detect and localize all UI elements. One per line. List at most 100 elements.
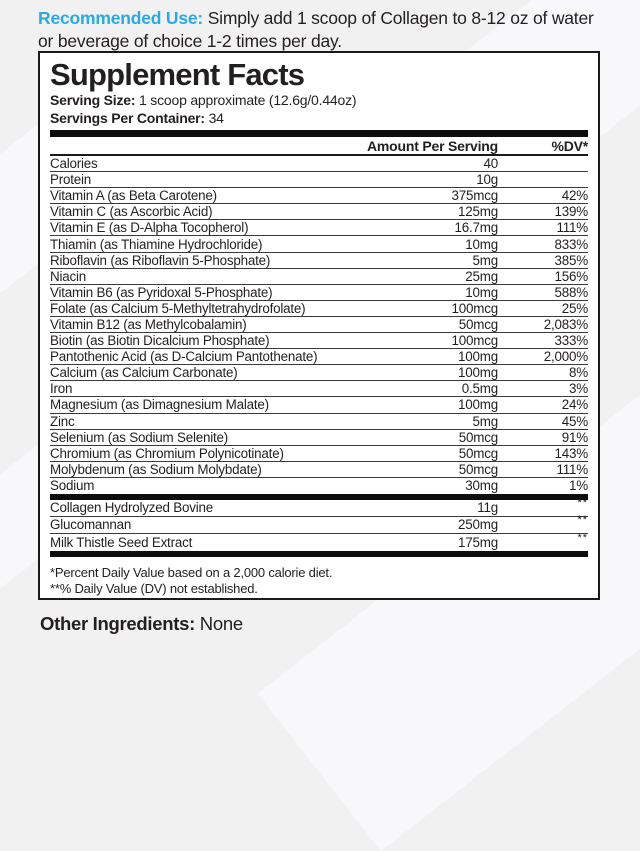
- ingredient-name: Protein: [50, 172, 92, 188]
- ingredient-name: Pantothenic Acid (as D-Calcium Pantothen…: [50, 349, 318, 365]
- ingredient-name: Milk Thistle Seed Extract: [50, 534, 193, 550]
- page-background: { "colors": { "accent": "#29abe2", "text…: [38, 7, 604, 635]
- ingredient-dv-value: 45%: [561, 413, 588, 429]
- table-row: Calories 40: [50, 156, 588, 173]
- ingredient-dv: **: [498, 532, 588, 550]
- ingredient-dv: 2,083%: [498, 317, 588, 332]
- ingredient-name: Vitamin B6 (as Pyridoxal 5-Phosphate): [50, 284, 273, 300]
- table-row: Vitamin C (as Ascorbic Acid) 125mg 139%: [50, 204, 589, 221]
- table-row: Molybdenum (as Sodium Molybdate) 50mcg 1…: [50, 462, 588, 478]
- ingredient-dv: 25%: [498, 301, 588, 316]
- ingredient-amount: 375mcg: [451, 188, 499, 204]
- ingredient-amount: 100mg: [458, 349, 498, 365]
- serving-size-label: Serving Size:: [50, 92, 136, 108]
- ingredient-name: Vitamin C (as Ascorbic Acid): [50, 204, 213, 220]
- servings-per-container-label: Servings Per Container:: [50, 109, 205, 126]
- ingredient-name: Vitamin E (as D-Alpha Tocopherol): [50, 220, 249, 236]
- ingredient-amount: 100mcg: [451, 333, 499, 349]
- ingredient-dv: 139%: [498, 204, 589, 219]
- table-row: Calcium (as Calcium Carbonate) 100mg 8%: [50, 365, 588, 382]
- divider-bar-mid: [50, 493, 588, 500]
- ingredient-amount: 10mg: [465, 236, 498, 252]
- ingredient-name: Glucomannan: [50, 517, 132, 533]
- recommended-use-label: Recommended Use:: [38, 8, 204, 28]
- ingredient-dv-value: 111%: [556, 461, 589, 477]
- ingredient-amount: 10g: [476, 172, 498, 188]
- ingredient-dv-value: 111%: [556, 220, 589, 236]
- ingredient-dv: 833%: [498, 236, 589, 252]
- ingredient-name: Chromium (as Chromium Polynicotinate): [50, 445, 284, 461]
- ingredient-amount: 50mcg: [458, 461, 498, 477]
- ingredient-amount: 125mg: [458, 204, 498, 220]
- ingredient-name: Riboflavin (as Riboflavin 5-Phosphate): [50, 252, 271, 268]
- ingredient-dv: 45%: [498, 414, 588, 429]
- serving-size-line: Serving Size: 1 scoop approximate (12.6g…: [50, 92, 588, 110]
- ingredient-amount: 5mg: [472, 252, 499, 268]
- table-row: Riboflavin (as Riboflavin 5-Phosphate) 5…: [50, 253, 588, 269]
- other-ingredients-line: Other Ingredients: None: [40, 613, 243, 635]
- other-ingredients-label: Other Ingredients:: [40, 613, 195, 634]
- ingredient-name: Selenium (as Sodium Selenite): [50, 429, 229, 445]
- table-row: Protein 10g: [50, 172, 588, 189]
- ingredient-dv-value: 2,000%: [543, 349, 588, 365]
- ingredient-dv: 143%: [498, 445, 589, 461]
- ingredient-amount: 175mg: [458, 534, 498, 550]
- nutrient-table-secondary: Collagen Hydrolyzed Bovine 11g ** Glucom…: [50, 497, 588, 551]
- ingredient-name: Niacin: [50, 268, 87, 284]
- ingredient-dv-value: 156%: [554, 268, 589, 284]
- table-row: Vitamin B12 (as Methylcobalamin) 50mcg 2…: [50, 316, 588, 334]
- ingredient-dv: 1%: [498, 478, 588, 493]
- supplement-facts-panel: Supplement Facts Serving Size: 1 scoop a…: [38, 51, 600, 600]
- ingredient-dv-value: 143%: [554, 445, 589, 461]
- ingredient-dv: **: [498, 514, 588, 532]
- ingredient-dv-value: 385%: [554, 252, 589, 268]
- ingredient-dv: 8%: [498, 365, 588, 380]
- table-row: Glucomannan 250mg **: [50, 514, 588, 534]
- ingredient-name: Calcium (as Calcium Carbonate): [50, 365, 238, 381]
- ingredient-dv-value: 24%: [561, 397, 588, 413]
- ingredient-dv-value: 25%: [561, 300, 588, 316]
- table-row: Milk Thistle Seed Extract 175mg **: [50, 532, 588, 551]
- ingredient-dv: 2,000%: [498, 349, 588, 364]
- ingredient-dv-value: **: [577, 514, 588, 527]
- ingredient-amount: 40: [483, 156, 499, 172]
- ingredient-name: Iron: [50, 381, 73, 397]
- ingredient-dv: 156%: [498, 268, 589, 284]
- ingredient-name: Calories: [50, 156, 98, 172]
- ingredient-dv-value: 3%: [569, 381, 588, 397]
- ingredient-dv: 91%: [498, 430, 588, 445]
- recommended-use-text: Recommended Use: Simply add 1 scoop of C…: [38, 7, 604, 52]
- other-ingredients-value: None: [194, 613, 243, 634]
- ingredient-dv-value: 2,083%: [543, 316, 588, 332]
- ingredient-amount: 0.5mg: [461, 381, 498, 397]
- ingredient-amount: 5mg: [472, 413, 499, 429]
- ingredient-amount: 30mg: [465, 478, 498, 494]
- ingredient-dv-value: 588%: [554, 284, 589, 300]
- ingredient-amount: 10mg: [465, 284, 498, 300]
- serving-size-value: 1 scoop approximate (12.6g/0.44oz): [135, 92, 357, 108]
- table-row: Chromium (as Chromium Polynicotinate) 50…: [50, 446, 588, 462]
- ingredient-dv-value: 833%: [554, 236, 589, 252]
- ingredient-name: Zinc: [50, 413, 75, 429]
- nutrient-table-main: Calories 40 Protein 10g Vitamin A (as Be…: [50, 156, 588, 494]
- table-header-row: Amount Per Serving %DV*: [50, 137, 588, 156]
- column-header-amount: Amount Per Serving: [367, 138, 498, 154]
- footnote-not-established: **% Daily Value (DV) not established.: [50, 581, 258, 597]
- table-row: Magnesium (as Dimagnesium Malate) 100mg …: [50, 397, 588, 414]
- table-row: Biotin (as Biotin Dicalcium Phosphate) 1…: [50, 333, 589, 350]
- servings-per-container-line: Servings Per Container: 34: [50, 110, 588, 128]
- ingredient-dv: 42%: [498, 188, 588, 203]
- ingredient-dv-value: 42%: [561, 188, 588, 204]
- footnote-daily-value: *Percent Daily Value based on a 2,000 ca…: [50, 564, 333, 580]
- ingredient-amount: 50mcg: [458, 316, 498, 332]
- table-row: Collagen Hydrolyzed Bovine 11g **: [50, 497, 588, 517]
- table-row: Iron 0.5mg 3%: [50, 381, 588, 398]
- ingredient-dv: 588%: [498, 284, 589, 300]
- ingredient-dv-value: **: [577, 531, 588, 544]
- ingredient-dv: 111%: [498, 461, 589, 477]
- table-row: Selenium (as Sodium Selenite) 50mcg 91%: [50, 430, 588, 446]
- ingredient-dv-value: 333%: [554, 333, 589, 349]
- ingredient-amount: 100mg: [458, 365, 498, 381]
- divider-bar-thick: [50, 130, 588, 137]
- table-row: Thiamin (as Thiamine Hydrochloride) 10mg…: [50, 236, 589, 253]
